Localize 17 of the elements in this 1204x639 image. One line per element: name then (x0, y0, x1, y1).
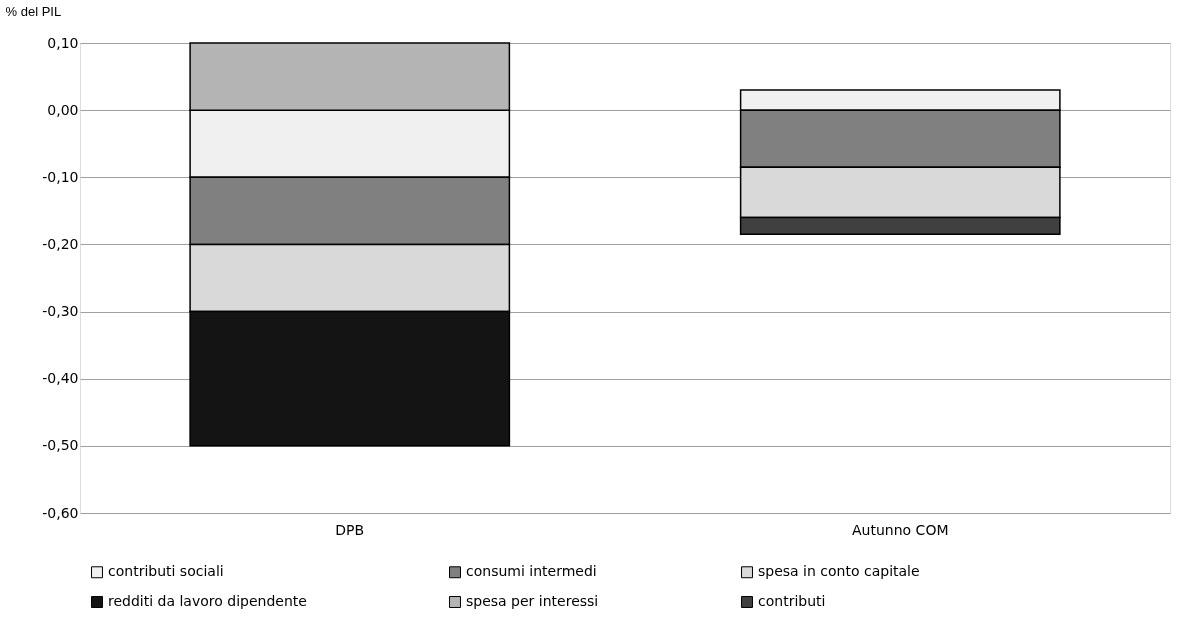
y-tick-label: -0,10 (42, 168, 79, 185)
y-tick-label: 0,00 (47, 101, 79, 118)
legend-label: contributi sociali (108, 563, 224, 580)
legend-label: contributi (758, 593, 826, 609)
y-tick-label: -0,60 (42, 504, 79, 521)
y-tick-label: -0,30 (42, 303, 79, 320)
y-tick-label: -0,20 (42, 235, 79, 252)
y-tick-label: -0,50 (42, 437, 79, 454)
legend-label: redditi da lavoro dipendente (108, 593, 307, 609)
y-axis-title: % del PIL (5, 3, 62, 19)
x-tick-label: DPB (335, 521, 365, 538)
y-tick-label: -0,40 (42, 370, 79, 387)
legend-label: spesa per interessi (466, 593, 599, 609)
legend-label: spesa in conto capitale (758, 563, 920, 580)
y-tick-label: 0,10 (47, 34, 79, 51)
legend-label: consumi intermedi (466, 563, 597, 580)
x-tick-label: Autunno COM (852, 521, 949, 538)
